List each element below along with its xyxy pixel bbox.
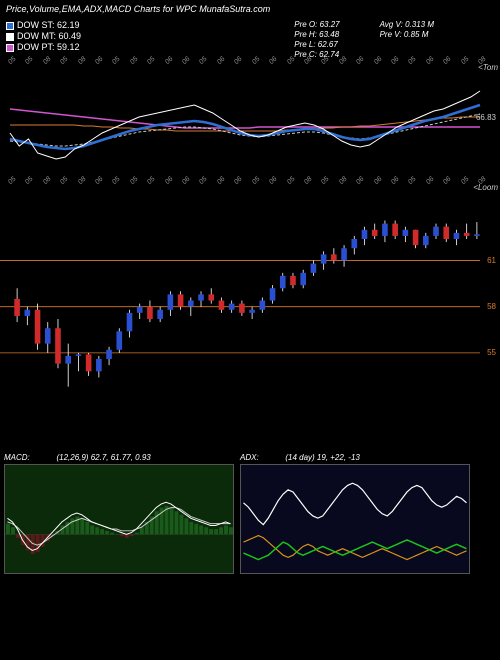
pre-v: Pre V: 0.85 M <box>380 30 434 39</box>
legend-block: DOW ST: 62.19 DOW MT: 60.49 DOW PT: 59.1… <box>0 18 500 61</box>
avg-v: Avg V: 0.313 M <box>380 20 434 29</box>
ema-chart: <Tom 66.83 05050805080605050506060506060… <box>0 61 500 181</box>
pre-h: Pre H: 63.48 <box>294 30 339 39</box>
pre-c: Pre C: 62.74 <box>294 50 339 59</box>
chart-title: Price,Volume,EMA,ADX,MACD Charts for WPC… <box>0 0 500 18</box>
candlestick-chart: <Loom 0505080508060505050606050606050605… <box>0 181 500 411</box>
pre-o: Pre O: 63.27 <box>294 20 339 29</box>
legend-mt: DOW MT: 60.49 <box>6 31 81 41</box>
adx-indicator: ADX: (14 day) 19, +22, -13 <box>240 451 470 574</box>
legend-st: DOW ST: 62.19 <box>6 20 81 30</box>
legend-pt: DOW PT: 59.12 <box>6 42 81 52</box>
macd-indicator: MACD: (12,26,9) 62.7, 61.77, 0.93 <box>4 451 234 574</box>
pre-l: Pre L: 62.67 <box>294 40 339 49</box>
